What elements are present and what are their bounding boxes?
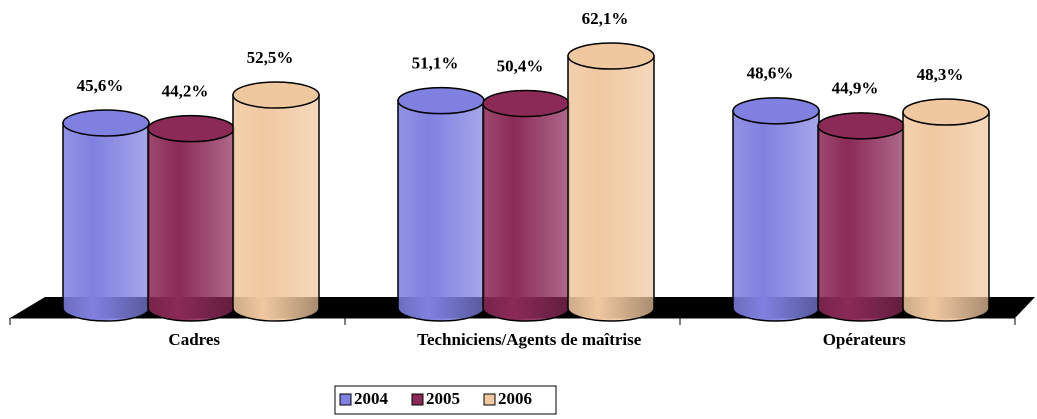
data-label: 45,6%	[77, 76, 124, 95]
x-tick-label: Techniciens/Agents de maîtrise	[417, 330, 642, 349]
bar	[147, 127, 235, 322]
legend-label: 2005	[426, 389, 460, 408]
bar-top	[817, 112, 905, 140]
legend-swatch	[411, 393, 424, 406]
bar	[902, 111, 990, 322]
x-tick-label: Cadres	[168, 330, 220, 349]
data-label: 48,6%	[747, 64, 794, 83]
legend-swatch	[339, 393, 352, 406]
bar-top	[232, 81, 320, 109]
bar-top	[482, 89, 570, 118]
x-tick-label: Opérateurs	[823, 330, 906, 349]
bar	[817, 125, 905, 322]
bar	[397, 99, 485, 322]
legend-label: 2004	[354, 389, 389, 408]
data-label: 50,4%	[497, 56, 544, 75]
bar	[732, 110, 820, 322]
bar-top	[902, 98, 990, 126]
legend-swatch	[483, 393, 496, 406]
bar	[62, 122, 150, 322]
data-label: 44,9%	[832, 79, 879, 98]
bar	[232, 94, 320, 322]
data-label: 52,5%	[247, 48, 294, 67]
legend-label: 2006	[498, 389, 532, 408]
bar-top	[567, 42, 655, 70]
data-label: 51,1%	[412, 54, 459, 73]
bar-top	[62, 109, 150, 137]
data-label: 62,1%	[582, 9, 629, 28]
bar-top	[147, 114, 235, 143]
bar-top	[732, 97, 820, 125]
bar-top	[397, 86, 485, 115]
data-label: 48,3%	[917, 65, 964, 84]
legend-box	[334, 385, 557, 415]
bar	[482, 102, 570, 322]
bar	[567, 55, 655, 322]
data-label: 44,2%	[162, 82, 209, 101]
